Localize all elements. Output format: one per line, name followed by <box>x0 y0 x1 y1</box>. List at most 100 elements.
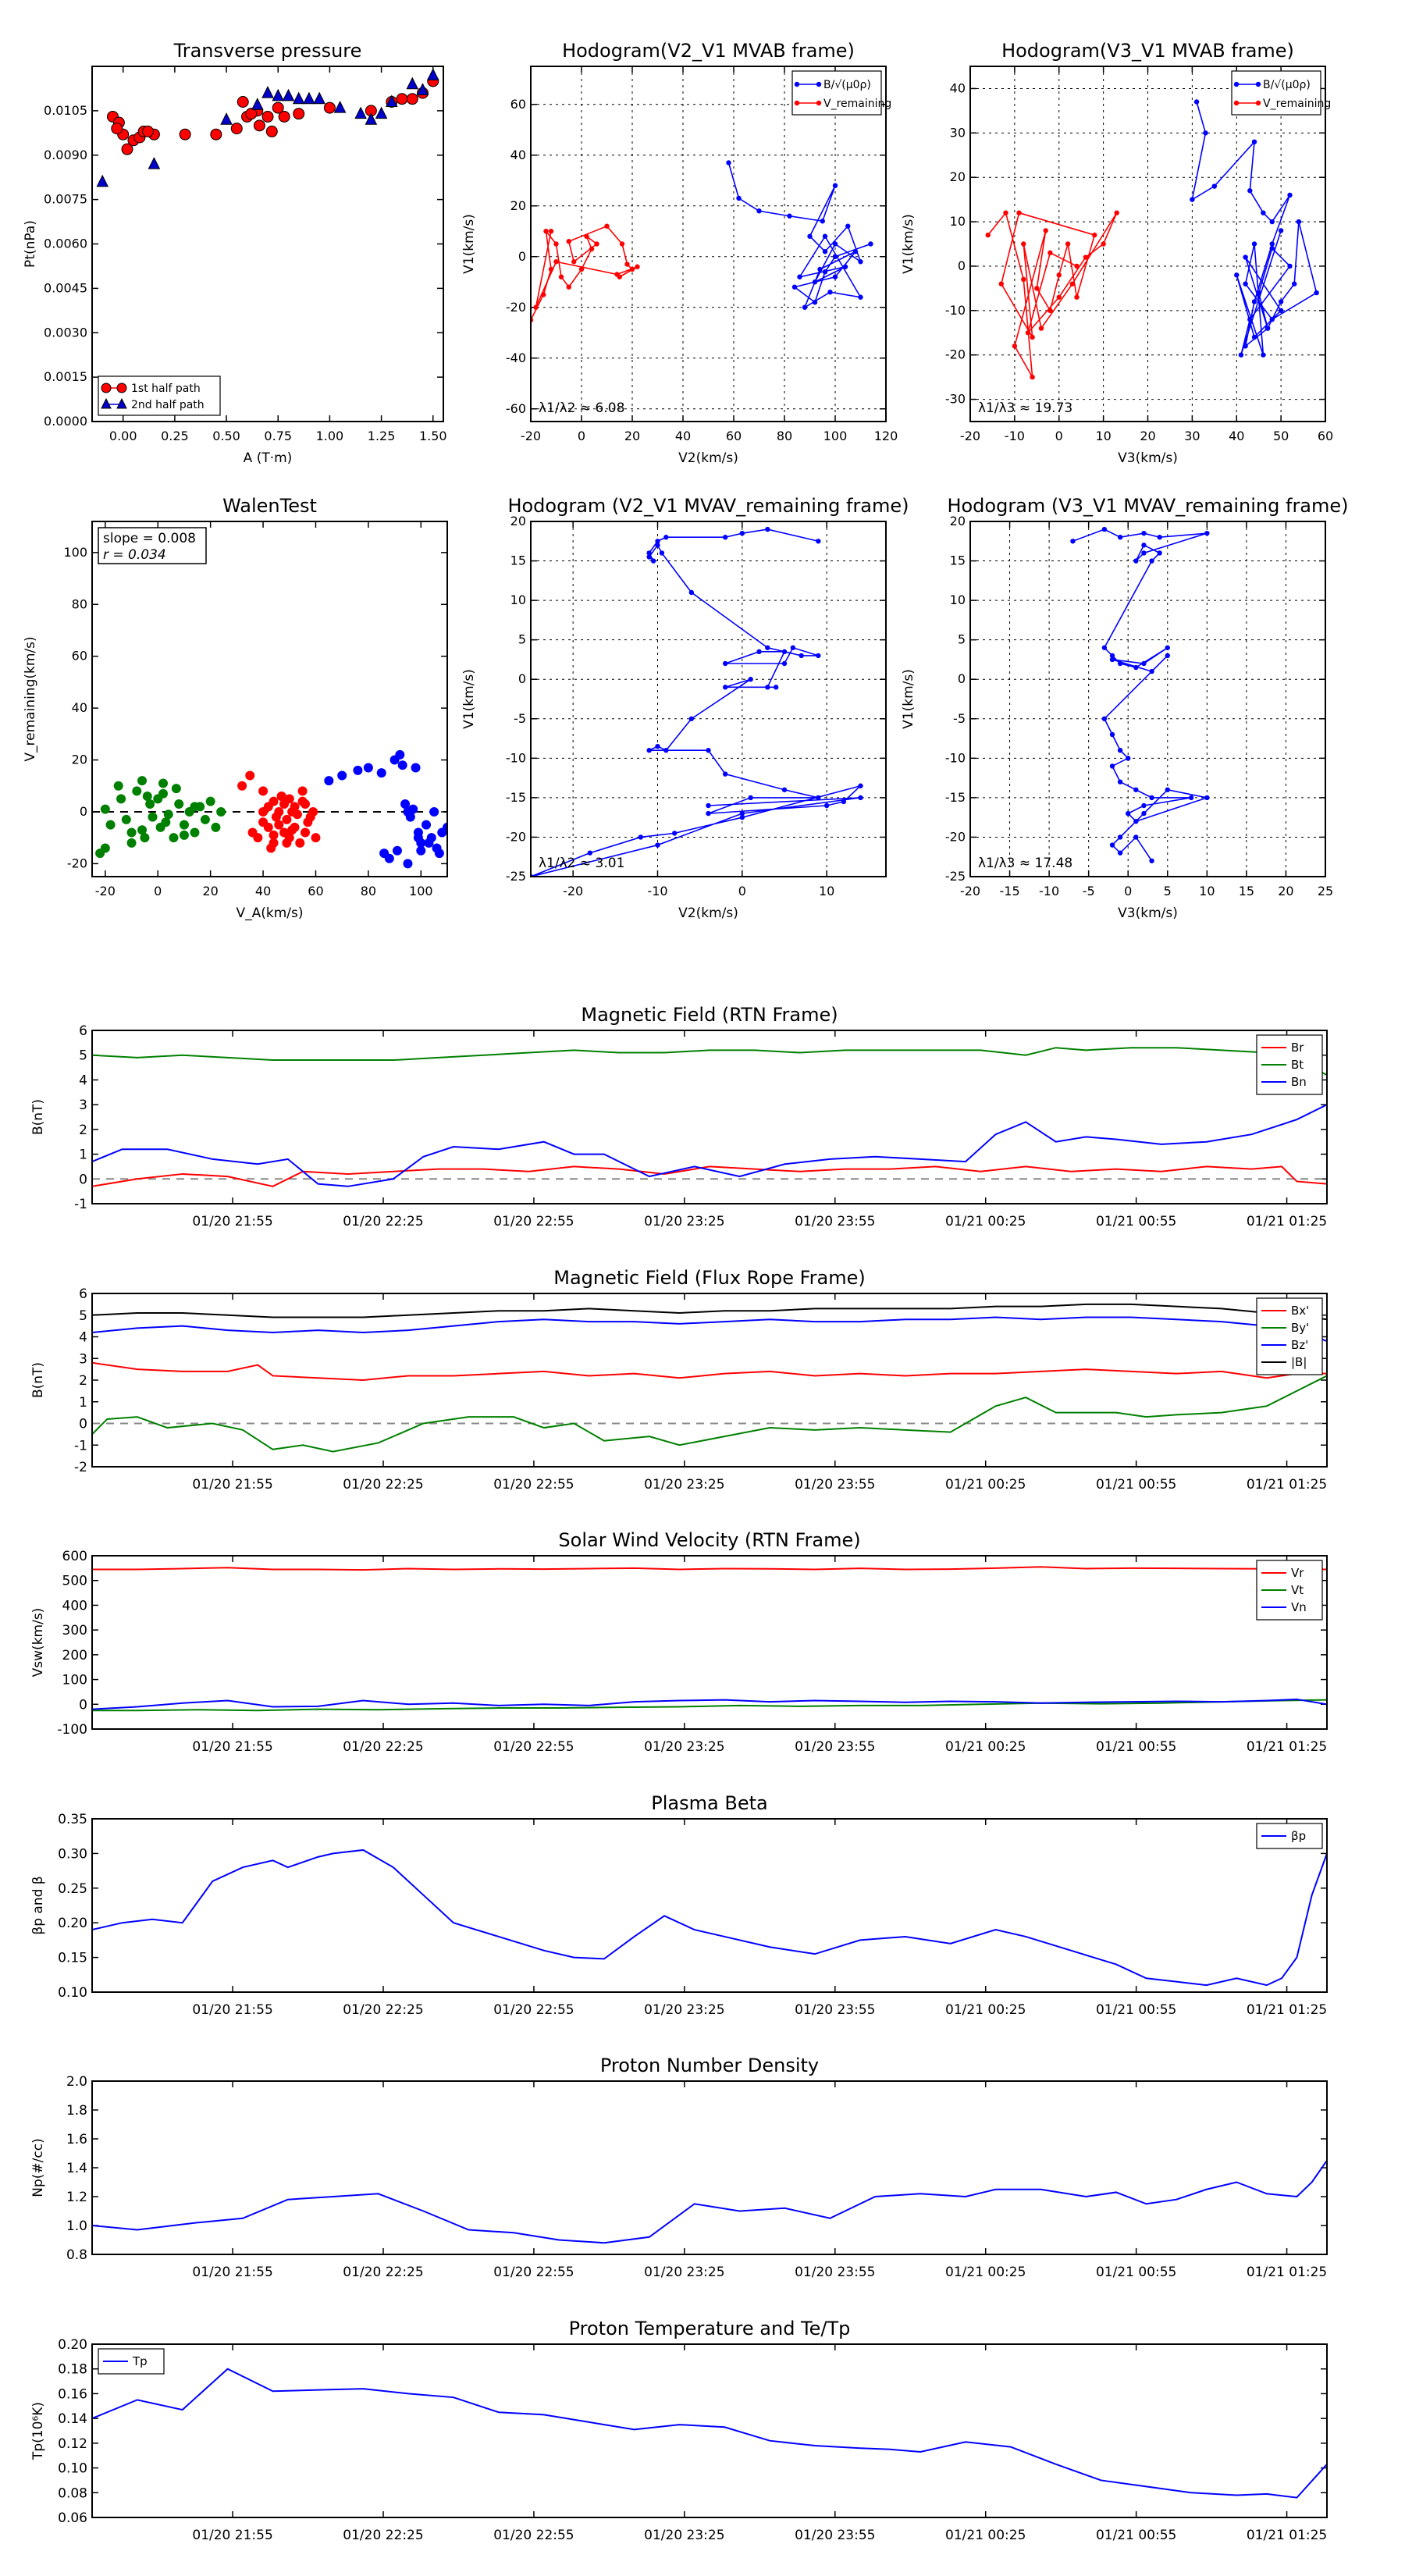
data-point <box>558 274 564 279</box>
data-point <box>706 802 711 809</box>
legend-marker <box>1233 100 1240 106</box>
data-point <box>722 660 728 667</box>
x-tick-label: 01/21 01:25 <box>1247 2265 1327 2280</box>
y-tick-label: 80 <box>72 596 87 611</box>
x-tick-label: 20 <box>1278 884 1293 898</box>
data-point <box>220 112 233 125</box>
data-point <box>1012 343 1018 349</box>
data-point <box>1251 139 1257 144</box>
data-point <box>655 842 660 848</box>
y-tick-label: 0.16 <box>58 2386 87 2402</box>
y-tick-label: 1.0 <box>66 2218 87 2234</box>
data-point <box>781 649 788 655</box>
plot-area <box>92 1303 1327 1453</box>
axes-frame <box>91 2343 1328 2518</box>
data-point <box>533 304 539 310</box>
axes-frame <box>91 521 448 877</box>
y-axis-label: V1(km/s) <box>461 214 477 274</box>
x-tick-label: 01/20 21:55 <box>192 2265 272 2280</box>
legend <box>791 70 882 116</box>
data-point <box>263 822 273 832</box>
data-point <box>158 778 168 788</box>
x-tick-label: 01/21 00:25 <box>945 2528 1026 2543</box>
data-point <box>111 123 123 135</box>
data-point <box>416 845 426 856</box>
data-point <box>722 771 728 777</box>
y-tick-label: 0.18 <box>58 2362 87 2378</box>
data-point <box>140 833 150 843</box>
data-point <box>282 88 295 101</box>
data-point <box>303 91 315 105</box>
data-point <box>1034 286 1040 291</box>
data-point <box>812 300 818 305</box>
data-point <box>812 279 818 285</box>
x-tick-label: 01/21 00:25 <box>945 1214 1026 1229</box>
legend-label: Bz' <box>1291 1338 1308 1352</box>
data-point <box>210 128 222 141</box>
axes-frame <box>969 66 1326 422</box>
data-point <box>1141 550 1147 556</box>
data-point <box>646 748 652 753</box>
data-point <box>96 174 109 187</box>
data-point <box>756 649 762 655</box>
data-point <box>655 743 660 749</box>
data-point <box>1243 254 1248 260</box>
x-tick-label: 80 <box>361 884 376 898</box>
legend-marker <box>116 382 127 393</box>
data-point <box>998 281 1005 286</box>
data-point <box>1269 316 1275 322</box>
y-tick-label: 20 <box>72 753 87 767</box>
legend-label: V_remaining <box>1263 98 1331 110</box>
data-point <box>548 266 554 272</box>
data-point <box>858 259 863 265</box>
x-tick-label: -5 <box>1083 884 1095 898</box>
data-point <box>748 795 753 801</box>
y-tick-label: 0.0075 <box>44 192 87 207</box>
data-point <box>1030 334 1035 340</box>
data-point <box>739 530 745 536</box>
data-point <box>179 830 189 840</box>
timeseries-brtn: 01/20 21:55 01/20 22:25 01/20 22:55 01/20 2… <box>30 1004 1328 1229</box>
legend-marker <box>794 100 800 106</box>
eigen-ratio: λ1/λ3 ≈ 17.48 <box>978 856 1072 871</box>
data-point <box>211 822 221 832</box>
y-tick-label: 0.20 <box>58 2337 87 2353</box>
series-line <box>92 1699 1327 1712</box>
legend-label: Bn <box>1291 1075 1307 1089</box>
y-tick-label: 1.6 <box>66 2132 87 2147</box>
x-tick-label: 1.50 <box>419 429 447 443</box>
y-tick-label: 1.4 <box>66 2161 87 2176</box>
y-axis-label: B(nT) <box>30 1099 46 1135</box>
y-tick-label: 0.8 <box>66 2247 87 2263</box>
legend-label: Vt <box>1291 1583 1304 1597</box>
data-point <box>1261 210 1266 215</box>
data-point <box>148 157 161 169</box>
data-point <box>578 266 585 272</box>
panel-h2b: -20 0 20 40 60 80 100 120 -60 -40 -20 0 20 40 60 Hodogr… <box>461 40 898 466</box>
data-point <box>282 814 292 824</box>
y-tick-label: -25 <box>506 869 526 884</box>
data-point <box>1056 272 1062 278</box>
data-point <box>722 535 728 540</box>
data-point <box>163 809 173 820</box>
x-tick-label: 0 <box>578 429 585 443</box>
plot-area <box>985 99 1319 380</box>
y-tick-label: 10 <box>510 592 526 607</box>
data-point <box>650 558 656 564</box>
x-tick-label: 01/20 21:55 <box>192 2528 272 2543</box>
data-point <box>422 820 432 830</box>
plot-area <box>531 160 873 323</box>
data-point <box>1074 294 1080 300</box>
legend-label: 1st half path <box>131 382 201 395</box>
data-point <box>1204 530 1210 536</box>
series-line <box>987 211 1118 378</box>
data-point <box>293 108 305 120</box>
y-tick-label: 0 <box>518 249 526 264</box>
data-point <box>807 233 813 239</box>
x-tick-label: 01/21 00:25 <box>945 1739 1026 1755</box>
x-tick-label: 01/21 01:25 <box>1247 2528 1327 2543</box>
data-point <box>1269 245 1275 251</box>
data-point <box>832 183 838 188</box>
data-point <box>245 108 258 120</box>
y-tick-label: -20 <box>945 829 966 844</box>
